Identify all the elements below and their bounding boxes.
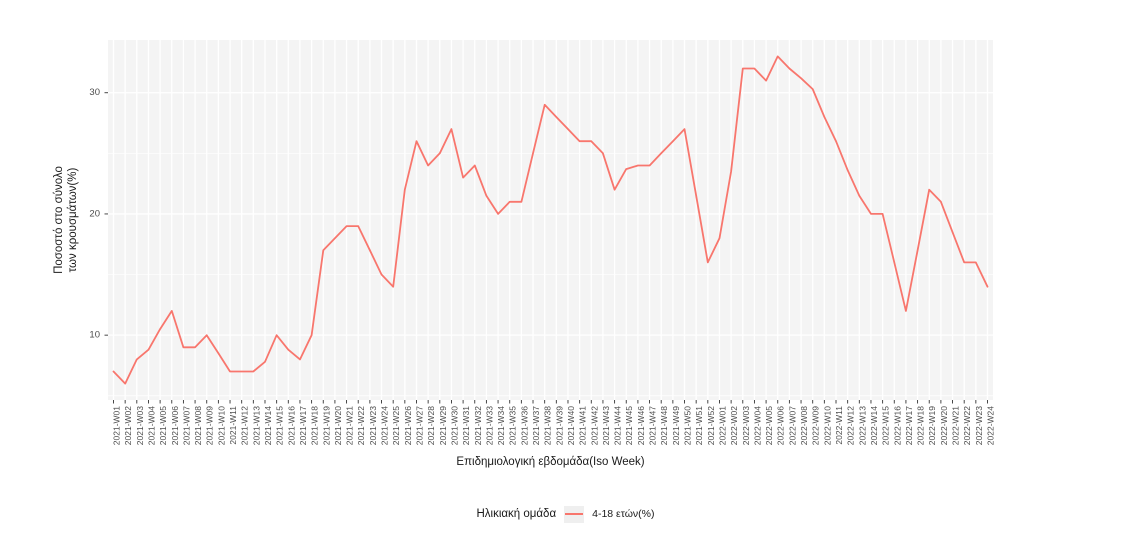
x-tick-label: 2022-W01 — [718, 406, 728, 445]
x-tick-label: 2022-W19 — [927, 406, 937, 445]
x-tick-label: 2021-W02 — [123, 406, 133, 445]
x-tick-label: 2021-W22 — [356, 406, 366, 445]
x-tick-label: 2021-W14 — [263, 406, 273, 445]
x-tick-label: 2021-W20 — [333, 406, 343, 445]
x-tick-label: 2021-W26 — [403, 406, 413, 445]
x-tick-label: 2022-W07 — [787, 406, 797, 445]
y-axis-title-line1: Ποσοστό στο σύνολο — [53, 166, 65, 274]
x-tick-label: 2021-W01 — [112, 406, 122, 445]
x-tick-label: 2022-W18 — [916, 406, 926, 445]
y-tick-label: 20 — [89, 208, 100, 219]
x-tick-label: 2021-W49 — [671, 406, 681, 445]
x-tick-label: 2021-W13 — [251, 406, 261, 445]
x-tick-label: 2021-W05 — [158, 406, 168, 445]
x-tick-label: 2021-W41 — [578, 406, 588, 445]
legend-line-swatch — [565, 512, 584, 515]
x-axis-title: Επιδημιολογική εβδομάδα(Iso Week) — [456, 456, 645, 468]
x-tick-label: 2021-W40 — [566, 406, 576, 445]
legend: Ηλικιακή ομάδα 4-18 ετών(%) — [0, 503, 1131, 525]
x-tick-label: 2021-W16 — [286, 406, 296, 445]
x-tick-label: 2021-W35 — [508, 406, 518, 445]
x-tick-label: 2021-W42 — [589, 406, 599, 445]
x-tick-label: 2021-W31 — [461, 406, 471, 445]
x-tick-label: 2021-W08 — [193, 406, 203, 445]
y-tick-label: 10 — [89, 330, 100, 341]
x-tick-label: 2021-W36 — [519, 406, 529, 445]
x-tick-label: 2021-W19 — [321, 406, 331, 445]
x-tick-label: 2021-W17 — [298, 406, 308, 445]
x-tick-label: 2021-W32 — [473, 406, 483, 445]
x-tick-label: 2021-W07 — [181, 406, 191, 445]
x-tick-label: 2022-W10 — [822, 406, 832, 445]
x-tick-label: 2021-W11 — [228, 406, 238, 445]
legend-series-label: 4-18 ετών(%) — [592, 508, 655, 520]
x-tick-label: 2022-W05 — [764, 406, 774, 445]
x-tick-label: 2022-W20 — [939, 406, 949, 445]
x-tick-label: 2021-W51 — [694, 406, 704, 445]
x-tick-label: 2021-W28 — [426, 406, 436, 445]
x-tick-label: 2021-W04 — [147, 406, 157, 445]
x-tick-label: 2021-W25 — [391, 406, 401, 445]
x-tick-label: 2022-W24 — [986, 406, 996, 445]
x-tick-label: 2021-W46 — [636, 406, 646, 445]
x-tick-label: 2021-W21 — [345, 406, 355, 445]
panel-background — [108, 40, 993, 400]
x-tick-label: 2021-W15 — [275, 406, 285, 445]
x-tick-label: 2021-W43 — [601, 406, 611, 445]
x-tick-label: 2022-W22 — [962, 406, 972, 445]
x-tick-label: 2022-W21 — [951, 406, 961, 445]
x-tick-label: 2021-W38 — [543, 406, 553, 445]
x-tick-label: 2022-W12 — [846, 406, 856, 445]
y-axis-title: Ποσοστό στο σύνολο των κρουσμάτων(%) — [52, 95, 80, 345]
legend-title: Ηλικιακή ομάδα — [476, 508, 557, 520]
x-tick-label: 2022-W11 — [834, 406, 844, 445]
legend-key — [564, 505, 585, 523]
x-tick-label: 2021-W09 — [205, 406, 215, 445]
x-tick-label: 2021-W52 — [706, 406, 716, 445]
x-tick-label: 2021-W24 — [380, 406, 390, 445]
y-tick-label: 30 — [89, 87, 100, 98]
x-tick-label: 2022-W06 — [776, 406, 786, 445]
x-tick-label: 2021-W03 — [135, 406, 145, 445]
data-line — [112, 55, 989, 385]
x-tick-label: 2021-W48 — [659, 406, 669, 445]
x-tick-label: 2022-W09 — [811, 406, 821, 445]
x-tick-label: 2021-W29 — [438, 406, 448, 445]
x-tick-label: 2021-W45 — [624, 406, 634, 445]
x-tick-label: 2021-W27 — [415, 406, 425, 445]
x-tick-label: 2021-W50 — [683, 406, 693, 445]
x-tick-label: 2021-W47 — [648, 406, 658, 445]
x-tick-label: 2021-W10 — [216, 406, 226, 445]
x-tick-label: 2021-W06 — [170, 406, 180, 445]
x-tick-label: 2022-W02 — [729, 406, 739, 445]
x-tick-label: 2021-W33 — [484, 406, 494, 445]
x-tick-label: 2021-W39 — [554, 406, 564, 445]
x-tick-label: 2021-W12 — [240, 406, 250, 445]
x-tick-label: 2022-W13 — [857, 406, 867, 445]
x-tick-label: 2022-W03 — [741, 406, 751, 445]
x-tick-label: 2022-W04 — [752, 406, 762, 445]
x-tick-label: 2021-W37 — [531, 406, 541, 445]
x-tick-label: 2022-W17 — [904, 406, 914, 445]
x-tick-label: 2021-W18 — [310, 406, 320, 445]
x-tick-label: 2022-W16 — [892, 406, 902, 445]
x-tick-label: 2021-W34 — [496, 406, 506, 445]
x-tick-label: 2021-W44 — [613, 406, 623, 445]
x-tick-label: 2022-W08 — [799, 406, 809, 445]
x-tick-label: 2021-W30 — [449, 406, 459, 445]
x-tick-label: 2022-W23 — [974, 406, 984, 445]
x-tick-label: 2022-W14 — [869, 406, 879, 445]
x-tick-label: 2021-W23 — [368, 406, 378, 445]
x-tick-label: 2022-W15 — [881, 406, 891, 445]
y-axis-title-line2: των κρουσμάτων(%) — [67, 167, 79, 273]
